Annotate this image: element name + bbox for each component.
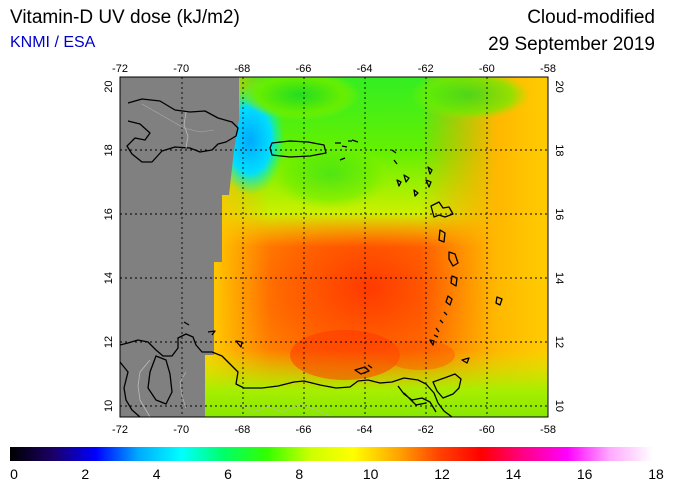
tobago bbox=[461, 357, 470, 364]
st-vincent bbox=[445, 295, 453, 306]
colorbar-labels: 0 2 4 6 8 10 12 14 16 18 bbox=[10, 466, 664, 482]
lat-tick-right: 10 bbox=[553, 400, 565, 412]
dominica bbox=[438, 229, 446, 243]
hispaniola-interior bbox=[141, 103, 215, 133]
uv-field bbox=[120, 77, 548, 417]
colorbar-label: 16 bbox=[577, 466, 593, 482]
map-frame bbox=[119, 76, 549, 418]
lon-tick-top: -66 bbox=[295, 63, 311, 75]
map-title: Vitamin-D UV dose (kJ/m2) bbox=[10, 7, 240, 28]
lat-tick-right: 14 bbox=[553, 272, 565, 284]
lat-tick-left: 12 bbox=[103, 336, 115, 348]
colombia-venezuela-border bbox=[137, 359, 151, 418]
puerto-rico-coast bbox=[269, 140, 327, 158]
lat-tick-left: 20 bbox=[103, 80, 115, 92]
lat-tick-left: 10 bbox=[103, 400, 115, 412]
maracaibo-lake bbox=[147, 355, 173, 405]
margarita-island bbox=[354, 364, 373, 375]
colorbar-label: 18 bbox=[648, 466, 664, 482]
lon-tick-top: -58 bbox=[540, 63, 556, 75]
lon-tick-top: -60 bbox=[479, 63, 495, 75]
lat-tick-left: 14 bbox=[103, 272, 115, 284]
lon-tick-top: -62 bbox=[418, 63, 434, 75]
lon-tick-bottom: -64 bbox=[357, 424, 373, 436]
colorbar-label: 12 bbox=[434, 466, 450, 482]
date-label: 29 September 2019 bbox=[488, 34, 655, 55]
venezuela-coast-west bbox=[119, 361, 141, 418]
lon-tick-bottom: -72 bbox=[112, 424, 128, 436]
abc-islands bbox=[183, 321, 243, 348]
axis-ticks: -72 -72 -70 -70 -68 -68 -66 -66 -64 -64 -62 -62 -60 -… bbox=[103, 63, 565, 436]
barbados bbox=[495, 296, 503, 306]
guadeloupe bbox=[430, 201, 454, 218]
lat-tick-right: 12 bbox=[553, 336, 565, 348]
trinidad bbox=[432, 373, 462, 399]
colorbar-label: 2 bbox=[81, 466, 89, 482]
product-label: Cloud-modified bbox=[527, 7, 655, 28]
lon-tick-bottom: -68 bbox=[234, 424, 250, 436]
lon-tick-top: -72 bbox=[112, 63, 128, 75]
colorbar-label: 0 bbox=[10, 466, 18, 482]
lat-tick-right: 18 bbox=[553, 144, 565, 156]
leeward-islands bbox=[396, 179, 432, 197]
coastlines bbox=[119, 98, 503, 418]
orinoco-delta bbox=[397, 385, 437, 413]
lat-tick-right: 20 bbox=[553, 80, 565, 92]
lon-tick-top: -68 bbox=[234, 63, 250, 75]
lon-tick-bottom: -58 bbox=[540, 424, 556, 436]
anguilla-barbuda bbox=[391, 149, 433, 183]
interior-rivers bbox=[179, 371, 331, 417]
colorbar-label: 4 bbox=[153, 466, 161, 482]
colorbar-label: 10 bbox=[363, 466, 379, 482]
lon-tick-bottom: -60 bbox=[479, 424, 495, 436]
virgin-islands bbox=[335, 139, 359, 161]
colorbar-label: 14 bbox=[506, 466, 522, 482]
lon-tick-bottom: -62 bbox=[418, 424, 434, 436]
st-lucia bbox=[450, 275, 458, 287]
lat-tick-left: 16 bbox=[103, 208, 115, 220]
hispaniola-coast bbox=[126, 98, 239, 163]
south-america-coast bbox=[119, 333, 453, 418]
martinique bbox=[448, 251, 459, 267]
lat-tick-right: 16 bbox=[553, 208, 565, 220]
credit-label: KNMI / ESA bbox=[10, 34, 96, 51]
colorbar-label: 6 bbox=[224, 466, 232, 482]
lon-tick-top: -70 bbox=[173, 63, 189, 75]
lon-tick-top: -64 bbox=[357, 63, 373, 75]
colorbar bbox=[10, 447, 653, 461]
grenada bbox=[429, 339, 435, 346]
colorbar-label: 8 bbox=[295, 466, 303, 482]
lon-tick-bottom: -66 bbox=[295, 424, 311, 436]
hispaniola-border bbox=[183, 111, 189, 149]
graticule bbox=[120, 77, 548, 417]
lon-tick-bottom: -70 bbox=[173, 424, 189, 436]
grenadines bbox=[433, 311, 448, 338]
lat-tick-left: 18 bbox=[103, 144, 115, 156]
